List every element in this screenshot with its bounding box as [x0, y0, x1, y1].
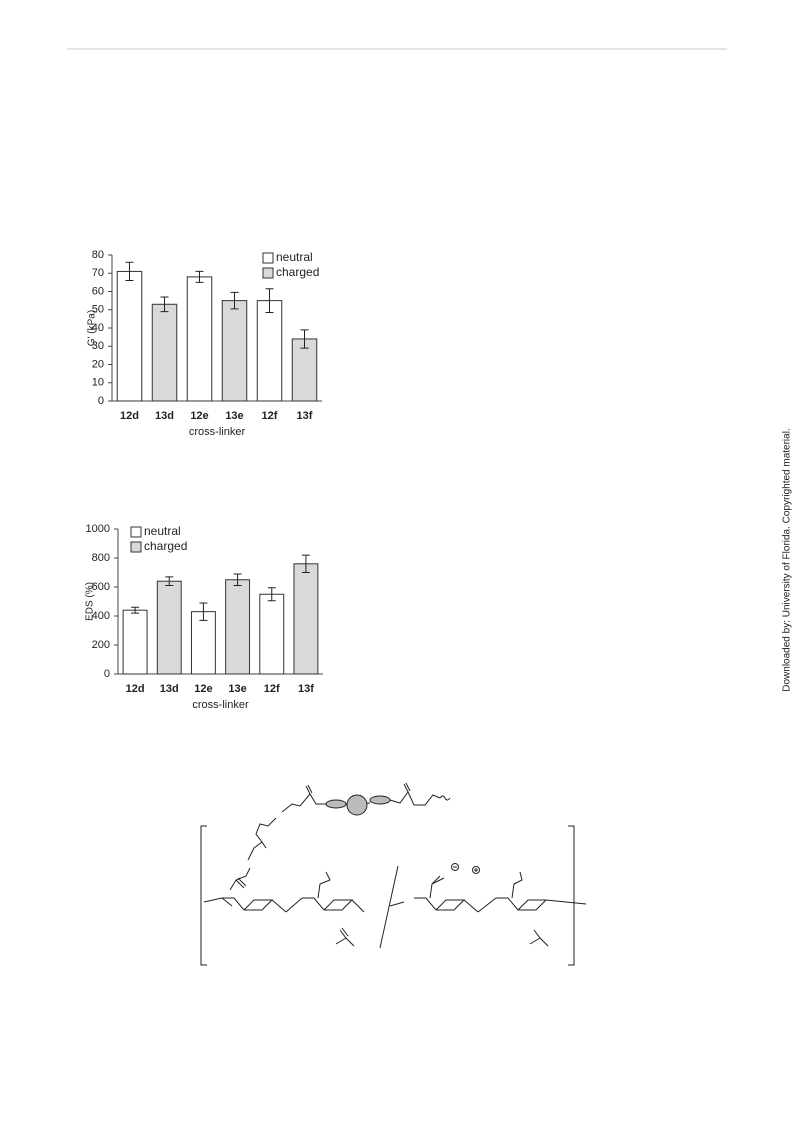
y-tick-label: 400 — [92, 610, 110, 622]
bar — [156, 580, 182, 675]
bar — [221, 300, 248, 402]
legend-label: neutral — [276, 250, 313, 264]
x-tick-label: 13f — [297, 410, 313, 422]
error-bar — [131, 606, 140, 614]
legend-swatch — [130, 541, 142, 553]
x-tick-label: 12e — [190, 410, 208, 422]
error-bar — [265, 288, 274, 313]
x-tick-label: 13f — [298, 683, 314, 695]
x-tick-label: 13d — [160, 683, 179, 695]
y-tick-label: 1000 — [86, 523, 110, 535]
error-bar — [125, 261, 134, 282]
x-axis-label: cross-linker — [192, 699, 249, 711]
x-tick-label: 12f — [264, 683, 280, 695]
error-bar — [267, 587, 276, 602]
error-bar — [300, 329, 309, 349]
bar — [190, 611, 216, 675]
y-axis-label: EDS (%) — [85, 582, 96, 621]
x-tick-label: 13e — [225, 410, 243, 422]
x-tick-label: 12d — [120, 410, 139, 422]
error-bar — [195, 270, 204, 283]
x-tick-label: 12f — [262, 410, 278, 422]
legend-swatch — [262, 252, 274, 264]
y-tick-label: 30 — [92, 340, 104, 352]
y-tick-label: 50 — [92, 304, 104, 316]
error-bar — [160, 296, 169, 313]
error-bar — [233, 573, 242, 587]
chemical-structure — [200, 782, 587, 966]
x-tick-label: 13d — [155, 410, 174, 422]
error-bar — [199, 602, 208, 621]
y-tick-label: 600 — [92, 581, 110, 593]
bar — [291, 338, 318, 402]
bar — [225, 579, 251, 675]
y-tick-label: 70 — [92, 267, 104, 279]
y-tick-label: 0 — [98, 395, 104, 407]
legend-label: charged — [276, 265, 319, 279]
bar — [122, 609, 148, 675]
error-bar — [230, 291, 239, 310]
legend-swatch — [262, 267, 274, 279]
y-tick-label: 200 — [92, 639, 110, 651]
y-tick-label: 40 — [92, 322, 104, 334]
y-tick-label: 800 — [92, 552, 110, 564]
bar — [116, 270, 143, 402]
x-tick-label: 12e — [194, 683, 212, 695]
y-tick-label: 0 — [104, 668, 110, 680]
bar — [186, 276, 213, 402]
bar — [256, 300, 283, 402]
error-bar — [301, 554, 310, 573]
bar — [293, 563, 319, 675]
y-axis-label: G' (kPa) — [87, 310, 98, 346]
y-tick-label: 80 — [92, 249, 104, 261]
error-bar — [165, 576, 174, 587]
bar — [259, 593, 285, 675]
x-tick-label: 13e — [228, 683, 246, 695]
legend-label: neutral — [144, 524, 181, 538]
y-tick-label: 20 — [92, 358, 104, 370]
y-tick-label: 10 — [92, 377, 104, 389]
watermark: Downloaded by: University of Florida. Co… — [782, 428, 793, 691]
x-axis-label: cross-linker — [189, 426, 246, 438]
y-tick-label: 60 — [92, 285, 104, 297]
legend-swatch — [130, 526, 142, 538]
legend-label: charged — [144, 539, 187, 553]
bar — [151, 303, 178, 402]
x-tick-label: 12d — [126, 683, 145, 695]
